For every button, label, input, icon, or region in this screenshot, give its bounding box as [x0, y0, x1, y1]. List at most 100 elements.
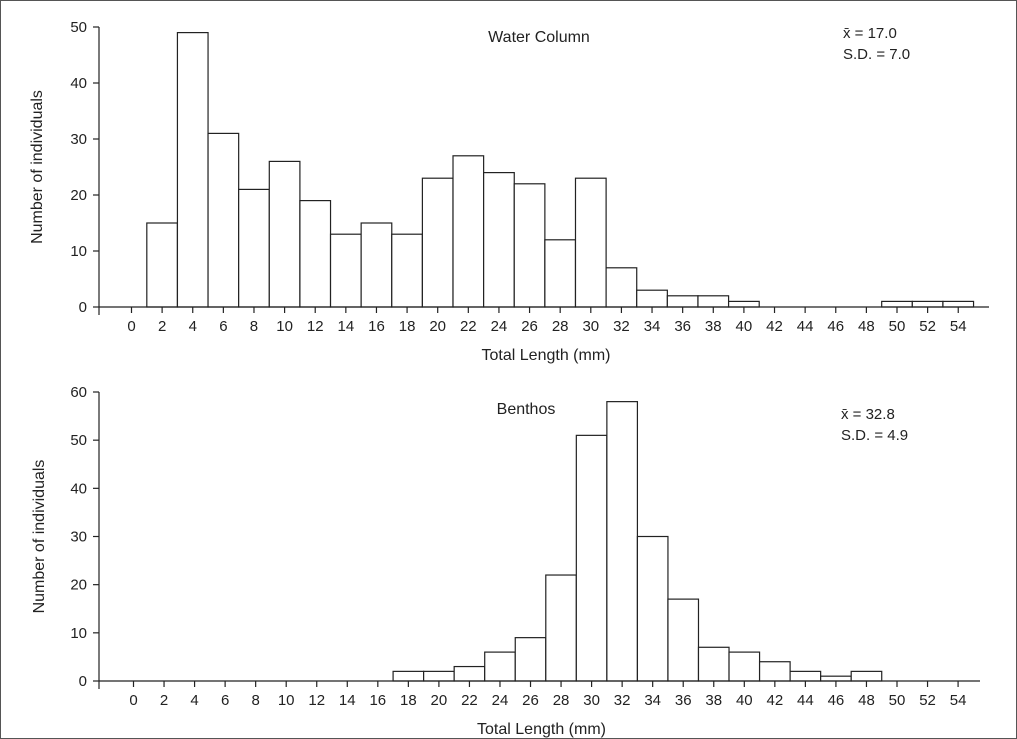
histogram-bar [911, 300, 944, 308]
histogram-bar [360, 222, 393, 308]
x-tick-label: 18 [399, 318, 416, 335]
histogram-bar [391, 233, 423, 308]
y-axis-title: Number of individuals [31, 460, 48, 614]
histogram-bar [514, 637, 547, 682]
x-tick-label: 24 [492, 692, 509, 709]
histogram-bar [176, 32, 209, 308]
x-tick-label: 12 [308, 692, 325, 709]
x-tick-label: 52 [919, 318, 936, 335]
x-tick-label: 16 [369, 692, 386, 709]
x-tick-label: 48 [858, 318, 875, 335]
histogram-bar [146, 222, 179, 308]
panel-title: Benthos [497, 401, 556, 418]
sd-annotation: S.D. = 4.9 [841, 427, 908, 444]
x-tick-label: 46 [827, 318, 844, 335]
x-tick-label: 46 [828, 692, 845, 709]
histogram-bar [820, 675, 852, 682]
x-tick-label: 6 [221, 692, 229, 709]
y-tick-label: 30 [70, 529, 87, 546]
histogram-bar [636, 289, 668, 308]
y-tick-label: 40 [70, 480, 87, 497]
y-tick-label: 30 [70, 131, 87, 148]
x-tick-label: 14 [339, 692, 356, 709]
histogram-bar [207, 132, 240, 308]
histogram-bar [605, 267, 638, 308]
histogram-bar [574, 177, 607, 308]
histogram-bar [606, 401, 639, 682]
histogram-bar [850, 670, 883, 682]
histogram-bar [268, 160, 301, 308]
histogram-bar [575, 434, 608, 682]
x-tick-label: 50 [889, 692, 906, 709]
x-tick-label: 12 [307, 318, 324, 335]
mean-annotation: x̄ = 17.0 [843, 25, 897, 42]
x-tick-label: 30 [582, 318, 599, 335]
histogram-bar [697, 646, 730, 682]
x-tick-label: 22 [461, 692, 478, 709]
x-tick-label: 28 [552, 318, 569, 335]
y-tick-label: 50 [70, 19, 87, 36]
histogram-bar [421, 177, 454, 308]
x-tick-label: 2 [158, 318, 166, 335]
x-tick-label: 4 [189, 318, 197, 335]
histogram-bar [483, 172, 515, 308]
x-tick-label: 20 [429, 318, 446, 335]
x-tick-label: 10 [278, 692, 295, 709]
x-tick-label: 30 [583, 692, 600, 709]
histogram-bar [881, 300, 913, 308]
y-tick-label: 20 [70, 187, 87, 204]
x-tick-label: 54 [950, 318, 967, 335]
histogram-bar [727, 300, 760, 308]
y-axis-title: Number of individuals [29, 90, 46, 244]
histogram-bar [452, 155, 485, 308]
x-tick-label: 14 [337, 318, 354, 335]
histogram-bars-1 [146, 32, 975, 308]
x-tick-label: 8 [250, 318, 258, 335]
x-tick-label: 32 [614, 692, 631, 709]
x-tick-label: 34 [644, 692, 661, 709]
histogram-bar [299, 200, 332, 308]
x-tick-label: 44 [797, 318, 814, 335]
histogram-bars-2 [392, 401, 883, 682]
sd-annotation: S.D. = 7.0 [843, 46, 910, 63]
x-tick-label: 34 [644, 318, 661, 335]
x-tick-label: 48 [858, 692, 875, 709]
x-tick-label: 2 [160, 692, 168, 709]
mean-annotation: x̄ = 32.8 [841, 406, 895, 423]
x-tick-label: 20 [431, 692, 448, 709]
x-tick-label: 6 [219, 318, 227, 335]
x-tick-label: 40 [736, 692, 753, 709]
histogram-bar [666, 295, 699, 308]
x-tick-label: 54 [950, 692, 967, 709]
histogram-bar [453, 665, 486, 682]
histogram-bar [942, 300, 975, 308]
x-tick-label: 36 [675, 692, 692, 709]
histogram-bar [329, 233, 362, 308]
x-tick-label: 42 [766, 692, 783, 709]
x-tick-label: 24 [491, 318, 508, 335]
x-tick-label: 8 [251, 692, 259, 709]
histogram-bar [545, 574, 577, 682]
x-axis-title: Total Length (mm) [482, 347, 611, 364]
y-tick-label: 40 [70, 75, 87, 92]
x-tick-label: 50 [889, 318, 906, 335]
histogram-bar [513, 183, 546, 308]
histogram-bar [758, 661, 791, 682]
x-axis-title: Total Length (mm) [477, 721, 606, 738]
histogram-bar [544, 239, 577, 308]
y-tick-label: 10 [70, 243, 87, 260]
panel-title: Water Column [488, 29, 590, 46]
x-tick-label: 32 [613, 318, 630, 335]
x-tick-label: 38 [705, 692, 722, 709]
y-tick-label: 50 [70, 432, 87, 449]
histogram-bar [789, 670, 822, 682]
y-tick-label: 60 [70, 384, 87, 401]
x-tick-label: 44 [797, 692, 814, 709]
x-tick-label: 0 [127, 318, 135, 335]
x-tick-label: 42 [766, 318, 783, 335]
y-tick-label: 20 [70, 577, 87, 594]
